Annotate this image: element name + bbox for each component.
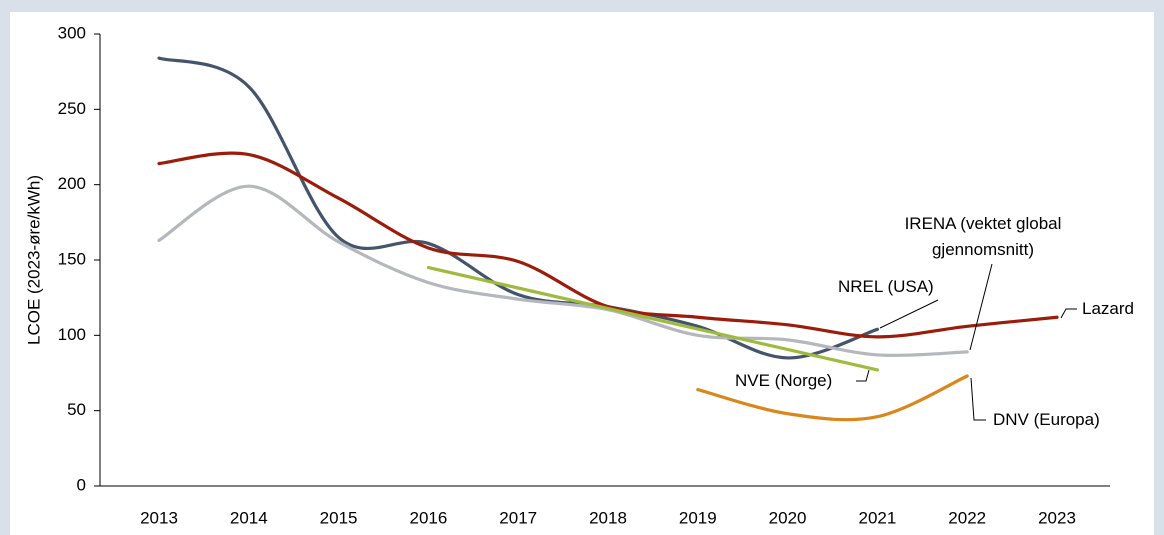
series-line (157, 151, 1059, 339)
series-line (426, 265, 879, 372)
x-tick-label: 2021 (858, 508, 896, 527)
x-tick-label: 2020 (769, 508, 807, 527)
y-tick-label: 200 (58, 174, 86, 193)
y-axis-label: LCOE (2023-øre/kWh) (24, 175, 43, 345)
x-tick-label: 2015 (320, 508, 358, 527)
series-label: IRENA (vektet global gjennomsnitt) (904, 214, 1062, 259)
x-tick-label: 2017 (499, 508, 537, 527)
y-tick-label: 50 (67, 400, 86, 419)
x-tick-label: 2018 (589, 508, 627, 527)
series-label: Lazard (1082, 299, 1134, 318)
series-label: NREL (USA) (838, 277, 934, 296)
y-tick-label: 250 (58, 99, 86, 118)
x-tick-label: 2016 (409, 508, 447, 527)
y-tick-label: 300 (58, 23, 86, 42)
series-line (157, 56, 879, 360)
leader-line (969, 263, 993, 351)
x-tick-label: 2022 (948, 508, 986, 527)
leader-line (879, 299, 939, 329)
x-tick-label: 2019 (679, 508, 717, 527)
series-line (696, 374, 969, 422)
y-tick-label: 100 (58, 325, 86, 344)
leader-line (856, 369, 870, 382)
x-tick-label: 2014 (230, 508, 268, 527)
plot-panel (10, 12, 1154, 535)
series-label: NVE (Norge) (735, 371, 833, 390)
series-label: DNV (Europa) (993, 410, 1100, 429)
leader-line (970, 377, 986, 421)
x-tick-label: 2013 (140, 508, 178, 527)
leader-line (1060, 308, 1077, 319)
y-tick-label: 150 (58, 249, 86, 268)
y-tick-label: 0 (77, 475, 86, 494)
x-tick-label: 2023 (1038, 508, 1076, 527)
series-line (157, 184, 969, 358)
